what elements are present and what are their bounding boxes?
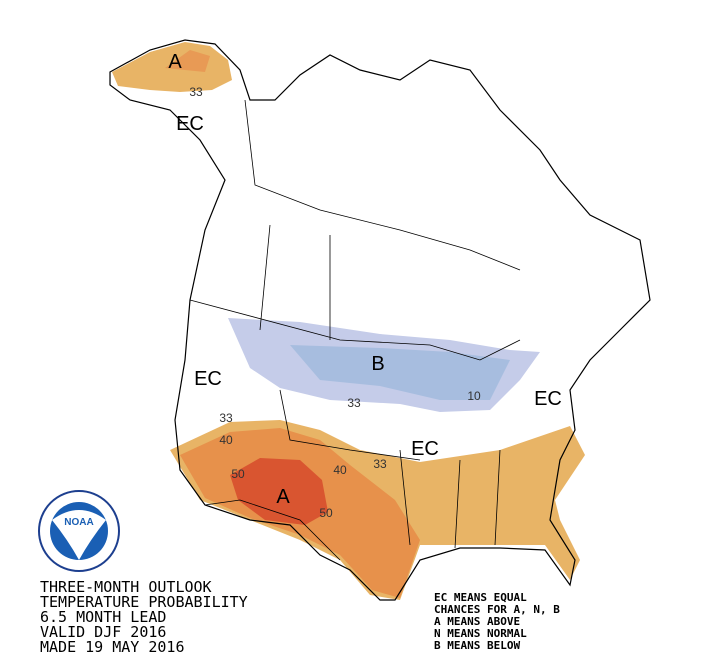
- map-label: A: [276, 486, 290, 508]
- title-line: THREE-MONTH OUTLOOK: [40, 578, 212, 596]
- map-label: EC: [534, 388, 562, 410]
- map-label: 10: [467, 389, 481, 403]
- map-label: 40: [219, 433, 233, 447]
- map-labels: A 33 EC EC B 33 10 EC 33 40 EC 33 40 50 A 50: [168, 51, 562, 520]
- legend-line: B MEANS BELOW: [434, 639, 520, 652]
- title-line: VALID DJF 2016: [40, 623, 166, 641]
- title-line: MADE 19 MAY 2016: [40, 638, 185, 656]
- title-line: TEMPERATURE PROBABILITY: [40, 593, 248, 611]
- legend-line: N MEANS NORMAL: [434, 627, 527, 640]
- alaska-above-core: [165, 50, 210, 72]
- noaa-logo: NOAA: [38, 490, 120, 572]
- map-label: 50: [319, 506, 333, 520]
- title-line: 6.5 MONTH LEAD: [40, 608, 166, 626]
- logo-text: NOAA: [64, 517, 93, 528]
- coastline: [109, 39, 651, 601]
- map-label: EC: [194, 368, 222, 390]
- map-label: 33: [219, 411, 233, 425]
- map-label: 33: [189, 85, 203, 99]
- map-label: EC: [176, 113, 204, 135]
- below-core: [290, 345, 510, 400]
- logo-gull: [52, 510, 106, 560]
- legend-line: CHANCES FOR A, N, B: [434, 603, 560, 616]
- map-label: B: [371, 353, 384, 375]
- state-province-borders: [189, 99, 521, 561]
- map-label: 33: [373, 457, 387, 471]
- map-label: 50: [231, 467, 245, 481]
- above-area-50: [230, 458, 328, 525]
- legend-line: A MEANS ABOVE: [434, 615, 520, 628]
- map-label: A: [168, 51, 182, 73]
- map-label: EC: [411, 438, 439, 460]
- legend-line: EC MEANS EQUAL: [434, 591, 527, 604]
- map-label: 33: [347, 396, 361, 410]
- map-label: 40: [333, 463, 347, 477]
